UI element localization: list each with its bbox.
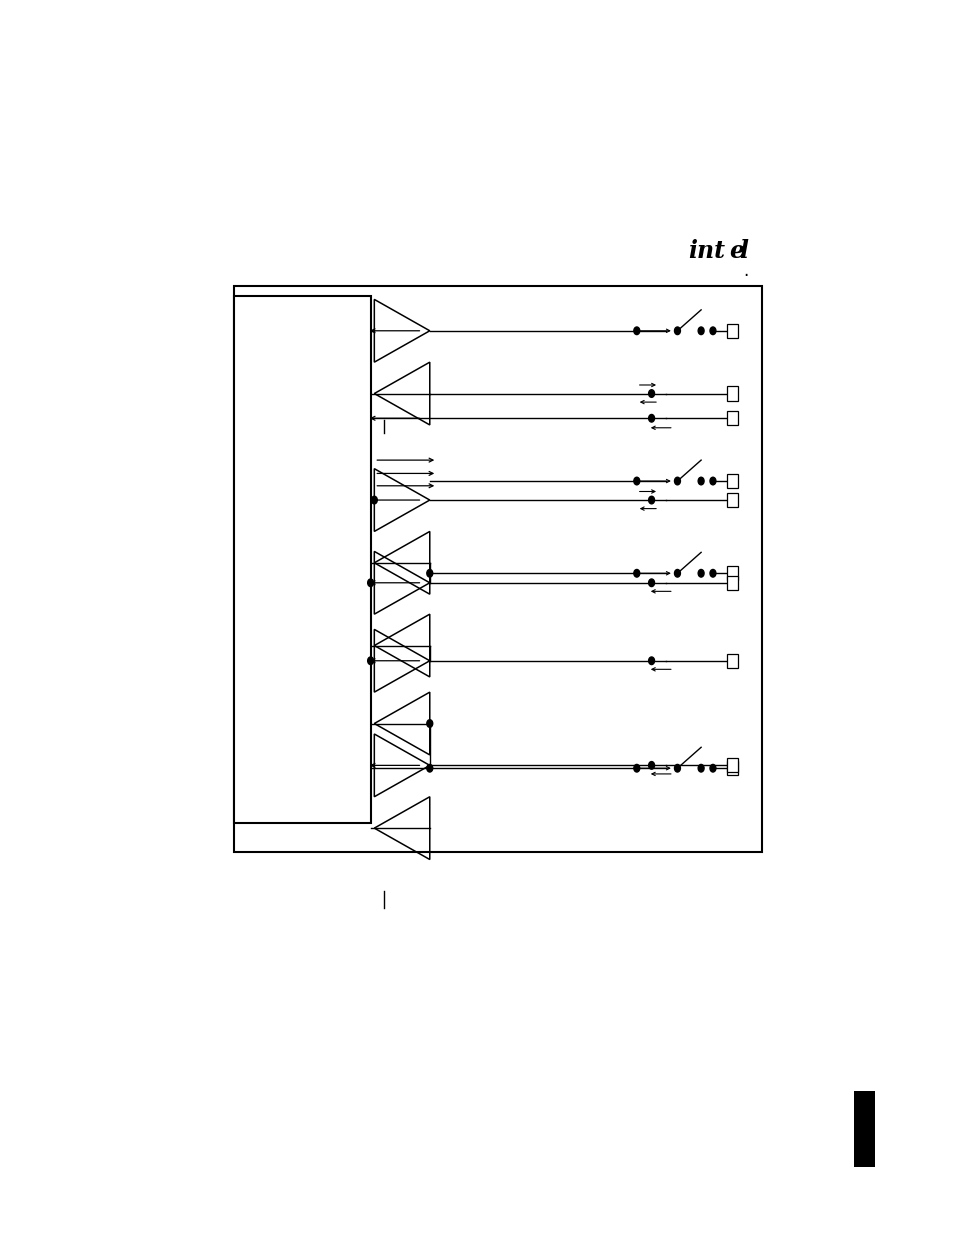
Bar	[726, 411, 738, 425]
Bar	[726, 566, 738, 580]
Circle shape	[709, 764, 715, 772]
Circle shape	[633, 477, 639, 485]
Bar	[726, 576, 738, 590]
Circle shape	[674, 477, 679, 485]
Circle shape	[674, 764, 679, 772]
Bar	[726, 324, 738, 338]
Bar	[726, 653, 738, 668]
Circle shape	[426, 720, 433, 727]
Text: l: l	[738, 238, 747, 263]
Text: int: int	[688, 238, 724, 263]
Bar	[233, 287, 761, 852]
Circle shape	[648, 390, 654, 398]
Circle shape	[648, 762, 654, 769]
Text: .: .	[742, 262, 748, 280]
Circle shape	[674, 327, 679, 335]
Circle shape	[367, 579, 374, 587]
Circle shape	[709, 327, 715, 335]
Circle shape	[426, 569, 433, 577]
Circle shape	[633, 327, 639, 335]
Circle shape	[648, 579, 654, 587]
Bar	[726, 758, 738, 773]
Circle shape	[633, 569, 639, 577]
Bar	[726, 761, 738, 776]
Circle shape	[698, 569, 703, 577]
Circle shape	[698, 764, 703, 772]
Bar	[726, 474, 738, 488]
Circle shape	[709, 477, 715, 485]
Circle shape	[367, 657, 374, 664]
Circle shape	[648, 496, 654, 504]
Circle shape	[371, 496, 376, 504]
Circle shape	[633, 764, 639, 772]
Text: e: e	[728, 238, 743, 263]
Circle shape	[698, 327, 703, 335]
Bar	[726, 387, 738, 400]
Circle shape	[698, 477, 703, 485]
Circle shape	[709, 569, 715, 577]
Circle shape	[648, 415, 654, 422]
Bar	[726, 493, 738, 508]
Circle shape	[648, 657, 654, 664]
Bar	[233, 295, 370, 824]
Circle shape	[674, 569, 679, 577]
Circle shape	[426, 764, 433, 772]
